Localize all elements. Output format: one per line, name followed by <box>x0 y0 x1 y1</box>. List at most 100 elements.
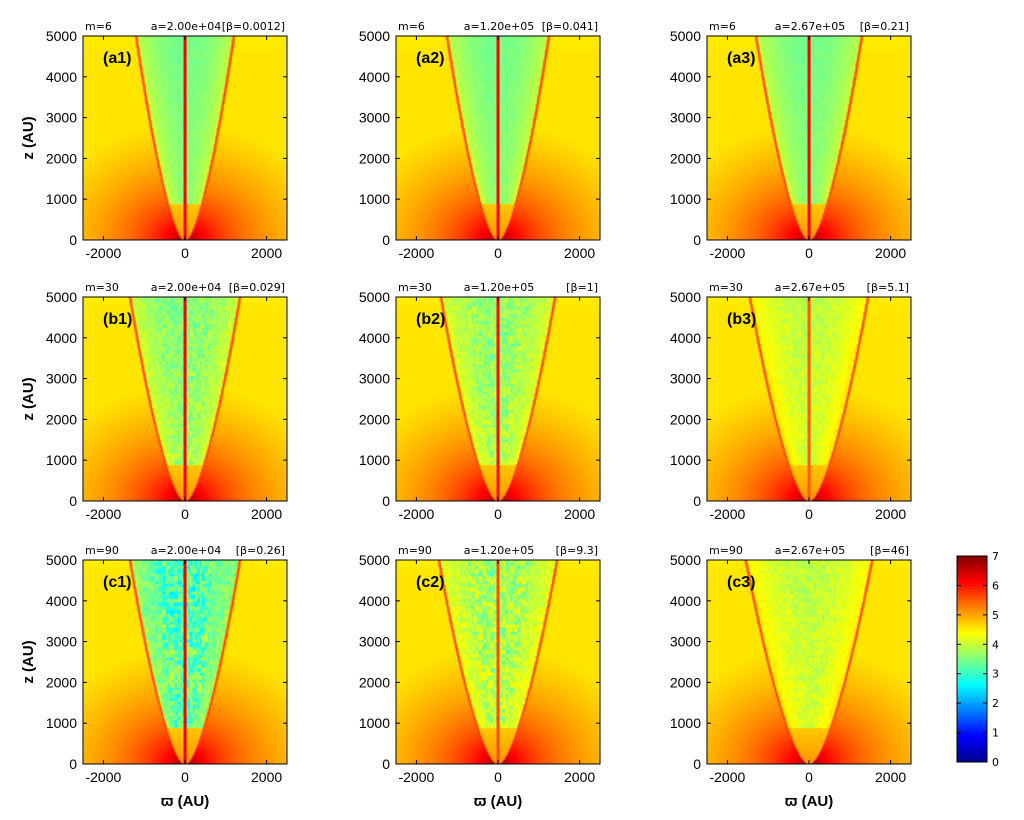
y-tick-label: 1000 <box>670 452 701 468</box>
x-tick-label: 0 <box>805 245 813 261</box>
heatmap-c1 <box>83 560 287 764</box>
y-tick-label: 2000 <box>46 411 77 427</box>
header-beta-b2: [β=1] <box>566 281 598 294</box>
colorbar-tick-label: 0 <box>992 756 999 769</box>
y-axis-label: z (AU) <box>20 640 37 683</box>
panel-label-a1: (a1) <box>103 50 131 67</box>
y-tick-label: 4000 <box>670 593 701 609</box>
y-tick-label: 1000 <box>670 715 701 731</box>
y-tick-label: 0 <box>382 232 390 248</box>
panel-grid: m=6 a=2.00e+04 [β=0.0012](a1)-2000 0 2000010… <box>20 20 912 810</box>
y-tick-label: 5000 <box>46 28 77 44</box>
y-tick-label: 4000 <box>359 593 390 609</box>
x-tick-label: 2000 <box>875 769 906 785</box>
x-tick-label: 2000 <box>251 769 282 785</box>
y-tick-label: 1000 <box>670 191 701 207</box>
x-tick-label: 0 <box>181 769 189 785</box>
header-m-b1: m=30 <box>85 281 119 294</box>
y-tick-label: 5000 <box>359 552 390 568</box>
y-tick-label: 5000 <box>359 289 390 305</box>
heatmap-b3 <box>707 297 911 501</box>
header-a-c2: a=1.20e+05 <box>464 544 534 557</box>
y-tick-label: 5000 <box>46 552 77 568</box>
header-beta-c2: [β=9.3] <box>556 544 598 557</box>
colorbar-tick-label: 3 <box>992 668 999 681</box>
panel-label-c3: (c3) <box>727 574 755 591</box>
y-tick-label: 0 <box>693 493 701 509</box>
y-tick-label: 4000 <box>670 69 701 85</box>
header-beta-c1: [β=0.26] <box>236 544 285 557</box>
y-tick-label: 2000 <box>359 150 390 166</box>
y-tick-label: 1000 <box>359 452 390 468</box>
x-tick-label: -2000 <box>709 245 745 261</box>
y-tick-label: 2000 <box>670 411 701 427</box>
colorbar-tick-label: 6 <box>992 579 999 592</box>
y-tick-label: 3000 <box>46 371 77 387</box>
y-tick-label: 5000 <box>46 289 77 305</box>
y-axis-label: z (AU) <box>20 377 37 420</box>
panel-label-a3: (a3) <box>727 50 755 67</box>
y-tick-label: 0 <box>382 756 390 772</box>
y-tick-label: 2000 <box>46 150 77 166</box>
header-beta-a1: [β=0.0012] <box>222 20 285 33</box>
heatmap-a3 <box>707 36 911 240</box>
colorbar-tick-label: 7 <box>992 550 999 563</box>
x-tick-label: 0 <box>494 769 502 785</box>
x-tick-label: 2000 <box>251 245 282 261</box>
x-tick-label: -2000 <box>398 506 434 522</box>
y-tick-label: 4000 <box>46 593 77 609</box>
header-a-a2: a=1.20e+05 <box>464 20 534 33</box>
header-beta-b1: [β=0.029] <box>229 281 285 294</box>
header-m-a3: m=6 <box>709 20 736 33</box>
x-tick-label: -2000 <box>709 769 745 785</box>
y-tick-label: 3000 <box>46 634 77 650</box>
header-a-c3: a=2.67e+05 <box>775 544 845 557</box>
y-tick-label: 4000 <box>670 330 701 346</box>
y-tick-label: 3000 <box>359 110 390 126</box>
header-a-a1: a=2.00e+04 <box>151 20 221 33</box>
y-tick-label: 2000 <box>670 674 701 690</box>
y-tick-label: 1000 <box>46 452 77 468</box>
y-tick-label: 5000 <box>670 28 701 44</box>
x-tick-label: 2000 <box>875 506 906 522</box>
y-tick-label: 0 <box>69 493 77 509</box>
panel-b2: m=30 a=1.20e+05 [β=1] (b2) -2000 0 2000 0 1000 20… <box>359 281 601 522</box>
x-axis-label: ϖ (AU) <box>785 793 834 810</box>
panel-label-c1: (c1) <box>103 574 131 591</box>
heatmap-c3 <box>707 560 911 764</box>
header-a-b2: a=1.20e+05 <box>464 281 534 294</box>
heatmap-b2 <box>396 297 600 501</box>
panel-b3: m=30 a=2.67e+05 [β=5.1] (b3) -2000 0 2000 0 1000… <box>670 281 912 522</box>
y-tick-label: 4000 <box>46 69 77 85</box>
colorbar-gradient <box>956 555 988 763</box>
x-tick-label: 0 <box>805 769 813 785</box>
header-a-b3: a=2.67e+05 <box>775 281 845 294</box>
panel-label-b3: (b3) <box>727 311 756 328</box>
x-tick-label: 2000 <box>564 506 595 522</box>
x-tick-label: -2000 <box>709 506 745 522</box>
header-a-a3: a=2.67e+05 <box>775 20 845 33</box>
x-tick-label: -2000 <box>85 506 121 522</box>
header-a-b1: a=2.00e+04 <box>151 281 221 294</box>
header-m-a2: m=6 <box>398 20 425 33</box>
y-tick-label: 4000 <box>359 69 390 85</box>
header-m-c1: m=90 <box>85 544 119 557</box>
x-tick-label: -2000 <box>398 769 434 785</box>
x-tick-label: 0 <box>494 245 502 261</box>
colorbar-tick-label: 1 <box>992 727 999 740</box>
header-beta-a3: [β=0.21] <box>860 20 909 33</box>
panel-a2: m=6 a=1.20e+05 [β=0.041] (a2) -2000 0 2000 0 100… <box>359 20 601 261</box>
header-beta-b3: [β=5.1] <box>867 281 909 294</box>
x-tick-label: 0 <box>805 506 813 522</box>
y-tick-label: 4000 <box>46 330 77 346</box>
y-tick-label: 3000 <box>670 634 701 650</box>
colorbar-tick-label: 4 <box>992 638 999 651</box>
y-tick-label: 3000 <box>359 371 390 387</box>
header-m-a1: m=6 <box>85 20 112 33</box>
panel-c1: m=90 a=2.00e+04 [β=0.26] (c1) -2000 0 2000 0 100… <box>20 544 288 810</box>
header-m-b2: m=30 <box>398 281 432 294</box>
y-tick-label: 0 <box>69 756 77 772</box>
y-tick-label: 1000 <box>359 191 390 207</box>
y-tick-label: 1000 <box>46 191 77 207</box>
